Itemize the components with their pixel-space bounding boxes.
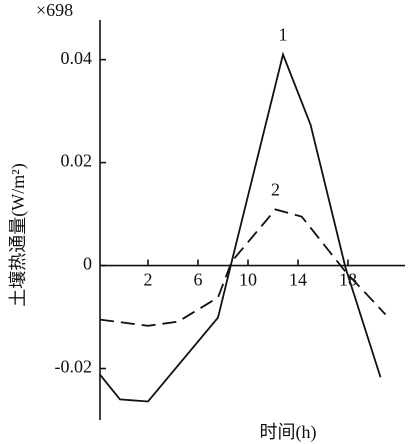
y-tick-label: 0.04 bbox=[61, 48, 93, 68]
x-tick-label: 18 bbox=[339, 270, 357, 290]
y-tick-label: 0 bbox=[83, 254, 92, 274]
y-axis-label: 土壤热通量(W/m²) bbox=[8, 163, 29, 306]
series-label: 1 bbox=[279, 25, 288, 45]
x-tick-label: 10 bbox=[239, 270, 257, 290]
line bbox=[99, 51, 382, 403]
y-tick-label: -0.02 bbox=[55, 357, 93, 377]
series-label: 2 bbox=[271, 180, 280, 200]
y-tick-label: 0.02 bbox=[61, 151, 93, 171]
x-tick-label: 6 bbox=[194, 270, 203, 290]
x-tick-label: 2 bbox=[144, 270, 153, 290]
x-tick-label: 14 bbox=[289, 270, 307, 290]
x-axis-label: 时间(h) bbox=[260, 422, 317, 443]
line bbox=[99, 208, 387, 327]
scale-note: ×698 bbox=[36, 0, 73, 20]
